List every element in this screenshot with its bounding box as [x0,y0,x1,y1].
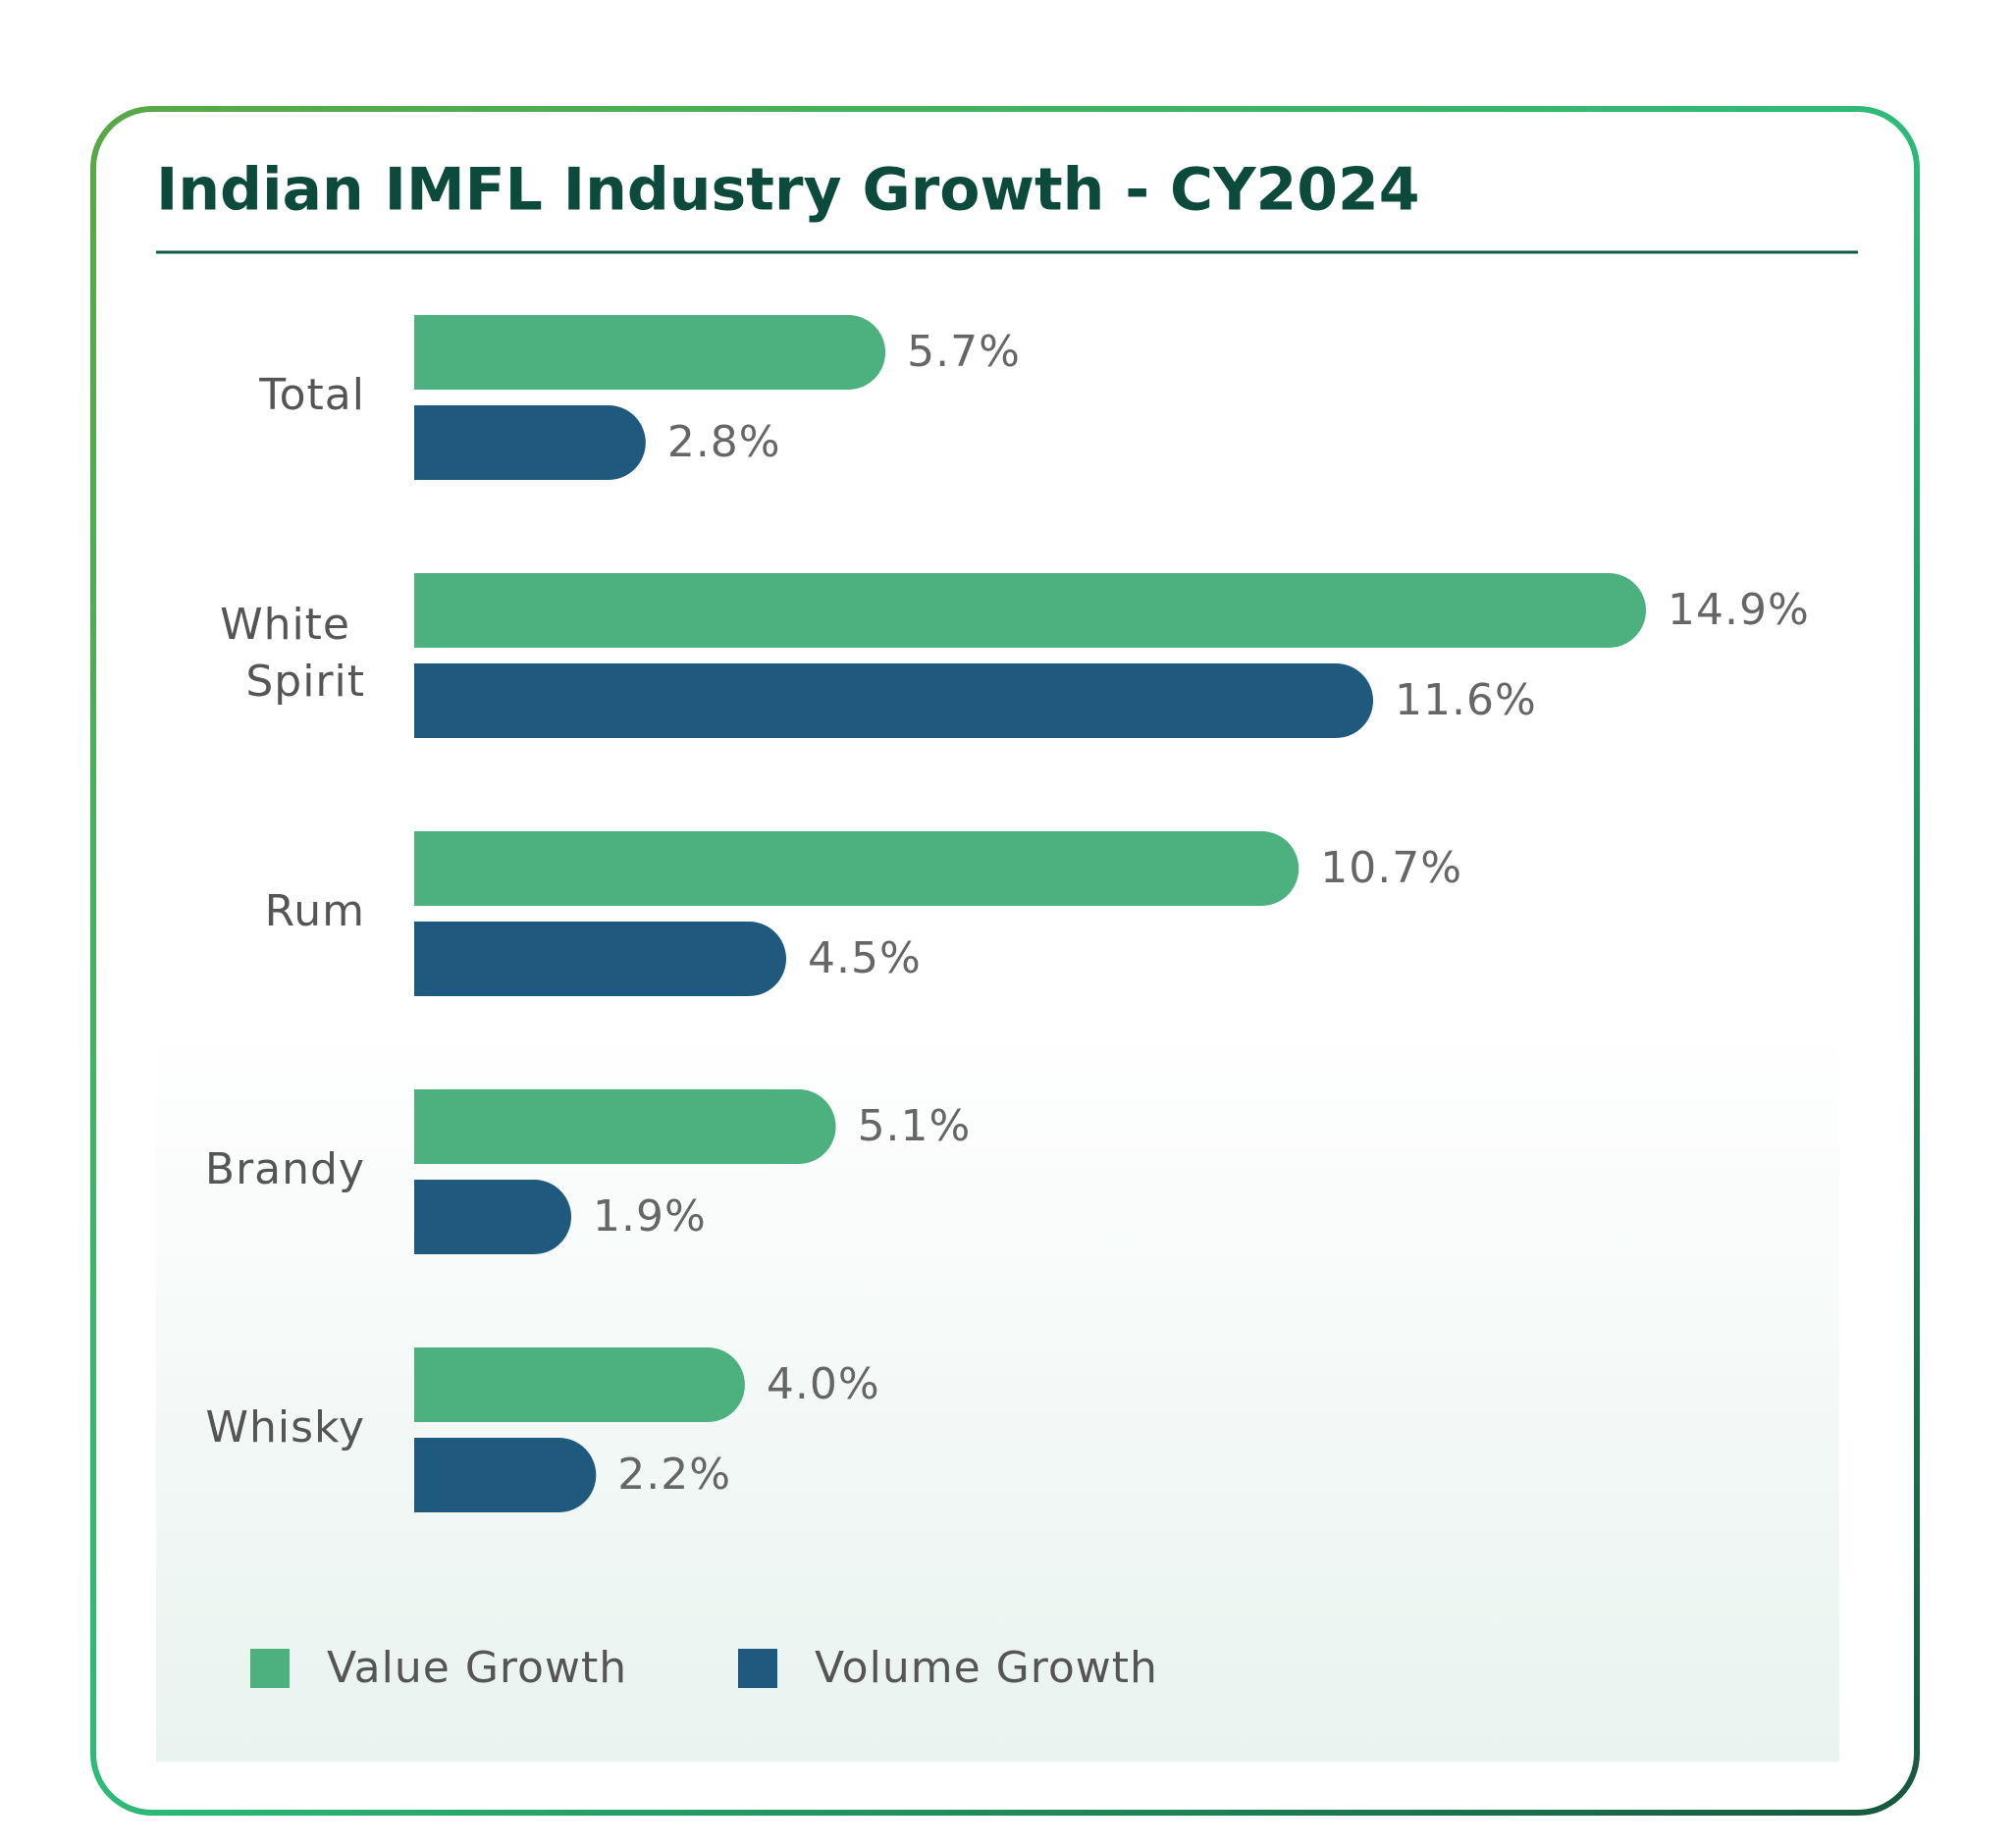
bar [414,573,1646,648]
legend-swatch [738,1649,777,1688]
value-label: 2.8% [667,417,781,467]
legend-label: Volume Growth [815,1643,1158,1693]
bar [414,405,646,480]
bar [414,1180,572,1254]
bar [414,1089,836,1164]
value-label: 1.9% [593,1191,707,1241]
bar [414,831,1299,906]
value-label: 5.7% [907,327,1021,377]
bar [414,1438,597,1512]
value-label: 14.9% [1668,585,1810,635]
value-label: 10.7% [1320,843,1462,893]
legend-swatch [250,1649,290,1688]
category-label: Whisky [206,1402,366,1452]
bar [414,315,886,390]
value-label: 4.0% [767,1359,880,1409]
value-label: 2.2% [617,1450,731,1500]
category-label: Total [258,370,365,420]
legend-label: Value Growth [327,1643,627,1693]
bar [414,922,787,996]
category-label: Brandy [205,1144,365,1194]
chart-title: Indian IMFL Industry Growth - CY2024 [156,156,1420,225]
value-label: 4.5% [808,933,922,983]
value-label: 5.1% [858,1101,972,1151]
category-label: Rum [265,886,365,936]
panel [156,285,1839,1762]
bar [414,1347,745,1422]
category-label: White Spirit [220,600,365,707]
value-label: 11.6% [1395,675,1537,725]
bar [414,663,1374,738]
